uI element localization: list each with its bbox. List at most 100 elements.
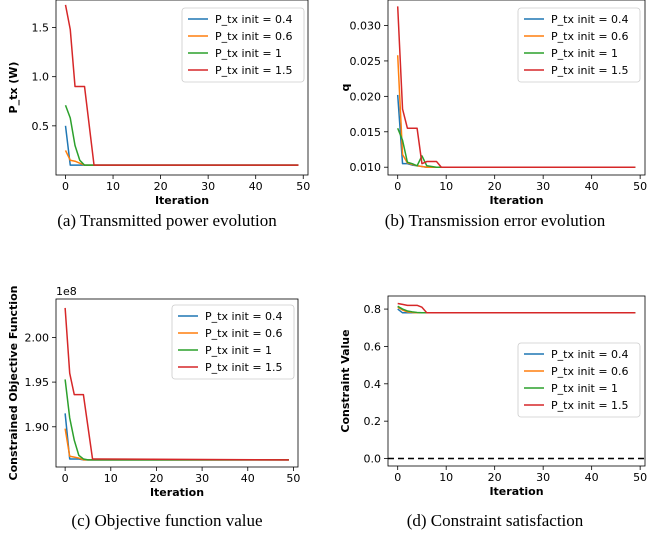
x-tick-label: 20 (149, 472, 163, 485)
legend-entry: P_tx init = 1.5 (551, 64, 629, 77)
legend-entry: P_tx init = 0.6 (205, 327, 283, 340)
x-tick-label: 50 (286, 472, 300, 485)
legend-box (171, 304, 295, 380)
panel-a-transmitted-power: 0 10 20 30 40 50 0.5 1.0 1.5 Iteration P_tx (W) P_t… (7, 0, 310, 230)
x-axis-label: Iteration (489, 485, 543, 498)
series-line-2 (64, 150, 299, 166)
x-axis-label: Iteration (489, 194, 543, 207)
y-tick-label: 0.015 (350, 126, 382, 139)
x-tick-label: 30 (195, 472, 209, 485)
x-tick-label: 30 (536, 471, 550, 484)
x-tick-label: 20 (488, 471, 502, 484)
legend-entry: P_tx init = 0.6 (551, 365, 629, 378)
legend-box (517, 342, 641, 418)
series-line-3 (397, 127, 636, 168)
y-tick-label: 0.025 (350, 55, 382, 68)
panel-caption: (a) Transmitted power evolution (57, 211, 277, 230)
legend-entry: P_tx init = 1 (551, 382, 618, 395)
y-tick-label: 1.0 (32, 71, 50, 84)
series-line-4 (64, 307, 289, 461)
y-tick-label: 1.95 (25, 376, 50, 389)
panel-c-objective-function: 0 10 20 30 40 50 1.90 1.95 2.00 1e8 Iteration Const… (7, 285, 300, 530)
x-tick-label: 0 (394, 180, 401, 193)
legend-entry: P_tx init = 1.5 (551, 399, 629, 412)
y-axis-label: q (339, 84, 352, 92)
legend-entry: P_tx init = 1 (205, 344, 272, 357)
y-tick-label: 0.6 (364, 340, 382, 353)
x-tick-label: 50 (633, 471, 647, 484)
legend-entry: P_tx init = 0.4 (551, 13, 629, 26)
axes-frame (387, 0, 646, 176)
series-line-1 (396, 94, 636, 168)
axis-offset-label: 1e8 (56, 285, 77, 298)
y-tick-label: 1.5 (32, 22, 50, 35)
y-tick-label: 0.030 (350, 20, 382, 33)
y-axis-label: Constraint Value (339, 329, 352, 432)
y-tick-label: 0.5 (32, 120, 50, 133)
legend-entry: P_tx init = 0.4 (551, 348, 629, 361)
x-tick-label: 40 (241, 472, 255, 485)
x-tick-label: 10 (106, 180, 120, 193)
legend: P_tx init = 0.4 P_tx init = 0.6 P_tx init … (181, 7, 305, 83)
series-line-2 (64, 428, 289, 461)
axes-frame (387, 295, 646, 467)
series-line-3 (397, 305, 636, 314)
x-tick-label: 50 (296, 180, 310, 193)
x-tick-label: 30 (201, 180, 215, 193)
x-tick-label: 40 (585, 471, 599, 484)
x-axis-label: Iteration (150, 486, 204, 499)
x-tick-label: 0 (62, 180, 69, 193)
legend-entry: P_tx init = 0.4 (205, 310, 283, 323)
series-line-1 (64, 125, 299, 166)
legend-entry: P_tx init = 0.6 (551, 30, 629, 43)
legend-entry: P_tx init = 1.5 (215, 64, 293, 77)
legend-entry: P_tx init = 1 (215, 47, 282, 60)
legend-box (181, 7, 305, 83)
y-axis-label: P_tx (W) (7, 62, 20, 114)
legend-box (517, 7, 641, 83)
x-axis-label: Iteration (155, 194, 209, 207)
x-tick-label: 0 (394, 471, 401, 484)
y-tick-label: 0.0 (364, 453, 382, 466)
x-tick-label: 20 (154, 180, 168, 193)
legend: P_tx init = 0.4 P_tx init = 0.6 P_tx init … (171, 304, 295, 380)
x-tick-label: 30 (536, 180, 550, 193)
y-tick-label: 0.010 (350, 161, 382, 174)
legend-entry: P_tx init = 0.4 (215, 13, 293, 26)
legend: P_tx init = 0.4 P_tx init = 0.6 P_tx init … (517, 342, 641, 418)
series-line-4 (64, 4, 299, 166)
series-line-3 (64, 104, 299, 166)
x-tick-label: 0 (62, 472, 69, 485)
axes-frame (55, 0, 309, 176)
x-tick-label: 40 (249, 180, 263, 193)
y-tick-label: 0.4 (364, 378, 382, 391)
legend-entry: P_tx init = 1 (551, 47, 618, 60)
panel-d-constraint-satisfaction: 0 10 20 30 40 50 0.0 0.2 0.4 0.6 0.8 Iteration Const… (339, 295, 647, 530)
y-tick-label: 0.8 (364, 303, 382, 316)
series-line-3 (64, 379, 289, 461)
y-axis-label: Constrained Objective Function (7, 286, 20, 481)
x-tick-label: 40 (585, 180, 599, 193)
series-line-1 (64, 413, 289, 461)
legend-entry: P_tx init = 1.5 (205, 361, 283, 374)
x-tick-label: 10 (439, 180, 453, 193)
panel-caption: (b) Transmission error evolution (385, 211, 606, 230)
series-line-4 (396, 6, 636, 168)
panel-caption: (d) Constraint satisfaction (407, 511, 584, 530)
series-line-2 (397, 306, 636, 314)
panel-caption: (c) Objective function value (71, 511, 262, 530)
x-tick-label: 10 (439, 471, 453, 484)
y-tick-label: 1.90 (25, 421, 50, 434)
series-line-4 (397, 302, 636, 314)
panel-b-transmission-error: 0 10 20 30 40 50 0.010 0.015 0.020 0.025 0.030 Iter… (339, 0, 647, 230)
x-tick-label: 50 (633, 180, 647, 193)
y-tick-label: 2.00 (25, 331, 50, 344)
legend-entry: P_tx init = 0.6 (215, 30, 293, 43)
axes-frame (55, 298, 299, 468)
y-tick-label: 0.2 (364, 415, 382, 428)
x-tick-label: 10 (104, 472, 118, 485)
legend: P_tx init = 0.4 P_tx init = 0.6 P_tx init … (517, 7, 641, 83)
x-tick-label: 20 (488, 180, 502, 193)
y-tick-label: 0.020 (350, 90, 382, 103)
